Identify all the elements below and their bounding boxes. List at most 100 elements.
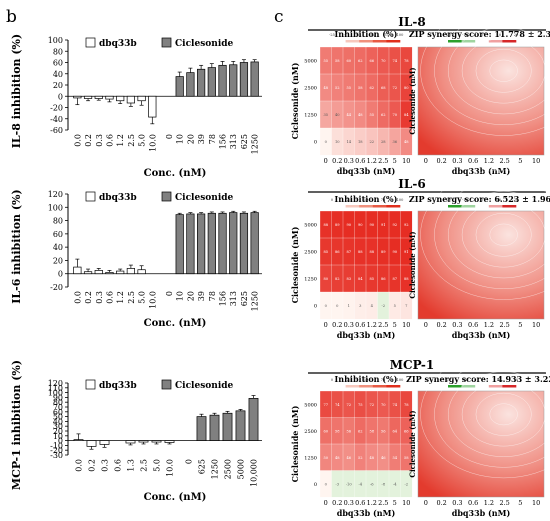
zip-tick: 20	[514, 198, 518, 202]
heatmap-cell-value: 86	[381, 277, 386, 281]
legend-label-dbq33b: dbq33b	[99, 381, 137, 391]
bar-dbq33b	[73, 95, 82, 99]
heatmap-cell-value: -4	[358, 482, 362, 486]
y-tick-label: -20	[50, 104, 63, 113]
heatmap-cell-value: 78	[404, 403, 409, 407]
heatmap-cell-value: 91	[381, 223, 386, 227]
x-tick-label: 39	[197, 291, 206, 301]
bar-dbq33b	[94, 270, 103, 275]
bar-ciclesonide	[239, 62, 249, 97]
zip-gradient-segment	[475, 385, 490, 388]
bar-ciclesonide	[207, 212, 216, 275]
zip-tick: -10	[462, 378, 468, 382]
x-tick-label: 0.2	[84, 134, 93, 147]
legend-tick: 0	[331, 378, 333, 382]
zip-x-tick: 5	[518, 157, 522, 165]
zip-x-tick: 1.2	[484, 157, 494, 165]
zip-tick: -20	[445, 198, 451, 202]
y-tick-label: 20	[53, 256, 63, 265]
zip-gradient-segment	[502, 385, 517, 388]
x-tick-label: 10.0	[148, 134, 157, 152]
x-tick-label: 625	[240, 134, 249, 149]
zip-x-tick: 5	[518, 499, 522, 507]
heatmap-y-tick: 5000	[304, 223, 317, 229]
bar-ciclesonide	[209, 414, 220, 441]
zip-gradient-segment	[461, 40, 476, 43]
zip-x-tick: 2.5	[499, 157, 509, 165]
heatmap-cell-value: 48	[335, 456, 340, 460]
heatmap-cell-value: -8	[381, 482, 385, 486]
heatmap-title: IL-8	[398, 15, 425, 29]
bar-ciclesonide	[248, 398, 259, 441]
x-tick-label: 1250	[211, 459, 220, 479]
heatmap-cell-value: 14	[346, 140, 351, 144]
heatmap-x-tick: 10	[402, 157, 410, 165]
x-tick-label: 10	[176, 291, 185, 301]
heatmap-x-tick: 1.2	[367, 157, 377, 165]
x-tick-label: 0.6	[105, 291, 114, 304]
heatmap-cell-value: 83	[346, 277, 351, 281]
heatmap-y-tick: 1250	[304, 455, 317, 461]
bar-ciclesonide	[218, 212, 227, 275]
zip-gradient-segment	[502, 205, 517, 208]
y-tick-label: -20	[50, 446, 63, 455]
heatmap-cell	[400, 127, 413, 156]
bar-dbq33b	[148, 95, 157, 118]
legend-tick: 75	[381, 198, 385, 202]
heatmap-x-tick: 1.2	[367, 499, 377, 507]
heatmap-cell-value: 62	[381, 113, 386, 117]
heatmap-cell-value: 48	[404, 140, 409, 144]
zip-contour-line	[461, 38, 546, 104]
zip-surface	[417, 210, 545, 320]
y-tick-label: 80	[53, 47, 63, 56]
heatmap-cell-value: 86	[335, 250, 340, 254]
x-tick-label: 0.3	[101, 459, 110, 472]
zip-contour-line	[461, 382, 546, 447]
y-tick-label: 80	[53, 217, 63, 226]
x-tick-label: 10.0	[148, 291, 157, 309]
legend-tick: 50	[364, 198, 368, 202]
y-tick-label: 100	[48, 203, 63, 212]
legend-gradient-segment	[332, 40, 346, 43]
heatmap-cell-value: 10	[335, 140, 340, 144]
y-tick-label: 0	[58, 437, 63, 446]
heatmap-x-tick: 0.6	[355, 499, 365, 507]
heatmap-cell-value: 62	[358, 59, 363, 63]
y-tick-label: 110	[48, 384, 63, 393]
zip-x-label: dbq33b (nM)	[452, 166, 511, 176]
heatmap-cell-value: 66	[369, 59, 374, 63]
inhibition-legend-title: Inhibition (%)	[335, 374, 398, 384]
bar-dbq33b	[125, 440, 136, 444]
zip-x-tick: 10	[532, 321, 540, 329]
legend-gradient-segment	[359, 205, 374, 208]
y-tick-label: 100	[48, 36, 63, 45]
heatmap-y-tick: 2500	[304, 429, 317, 435]
bar-ciclesonide	[239, 212, 249, 275]
heatmap-x-tick: 0.3	[344, 321, 354, 329]
heatmap-x-label: dbq33b (nM)	[337, 508, 396, 518]
bar-dbq33b	[164, 440, 175, 443]
zip-x-tick: 0	[424, 321, 428, 329]
x-tick-label: 0.2	[88, 459, 97, 472]
y-tick-label: 60	[53, 408, 63, 417]
heatmap-y-tick: 1250	[304, 113, 317, 119]
heatmap-y-tick: 1250	[304, 277, 317, 283]
x-tick-label: 0.0	[73, 134, 82, 147]
heatmap-cell-value: 90	[392, 250, 397, 254]
heatmap-cell-value: 48	[323, 86, 328, 90]
panel-label-c: c	[274, 7, 284, 27]
heatmap-y-tick: 2500	[304, 250, 317, 256]
x-axis-label: Conc. (nM)	[144, 318, 207, 329]
bar-ciclesonide	[222, 412, 233, 441]
zip-x-label: dbq33b (nM)	[452, 508, 511, 518]
heatmap-cell-value: 74	[335, 403, 340, 407]
bar-dbq33b	[86, 440, 97, 447]
heatmap-x-tick: 0.3	[344, 157, 354, 165]
bar-dbq33b	[105, 95, 114, 100]
bar-ciclesonide	[175, 214, 184, 275]
heatmap-cell-value: 22	[369, 140, 374, 144]
zip-x-tick: 0.2	[436, 157, 446, 165]
